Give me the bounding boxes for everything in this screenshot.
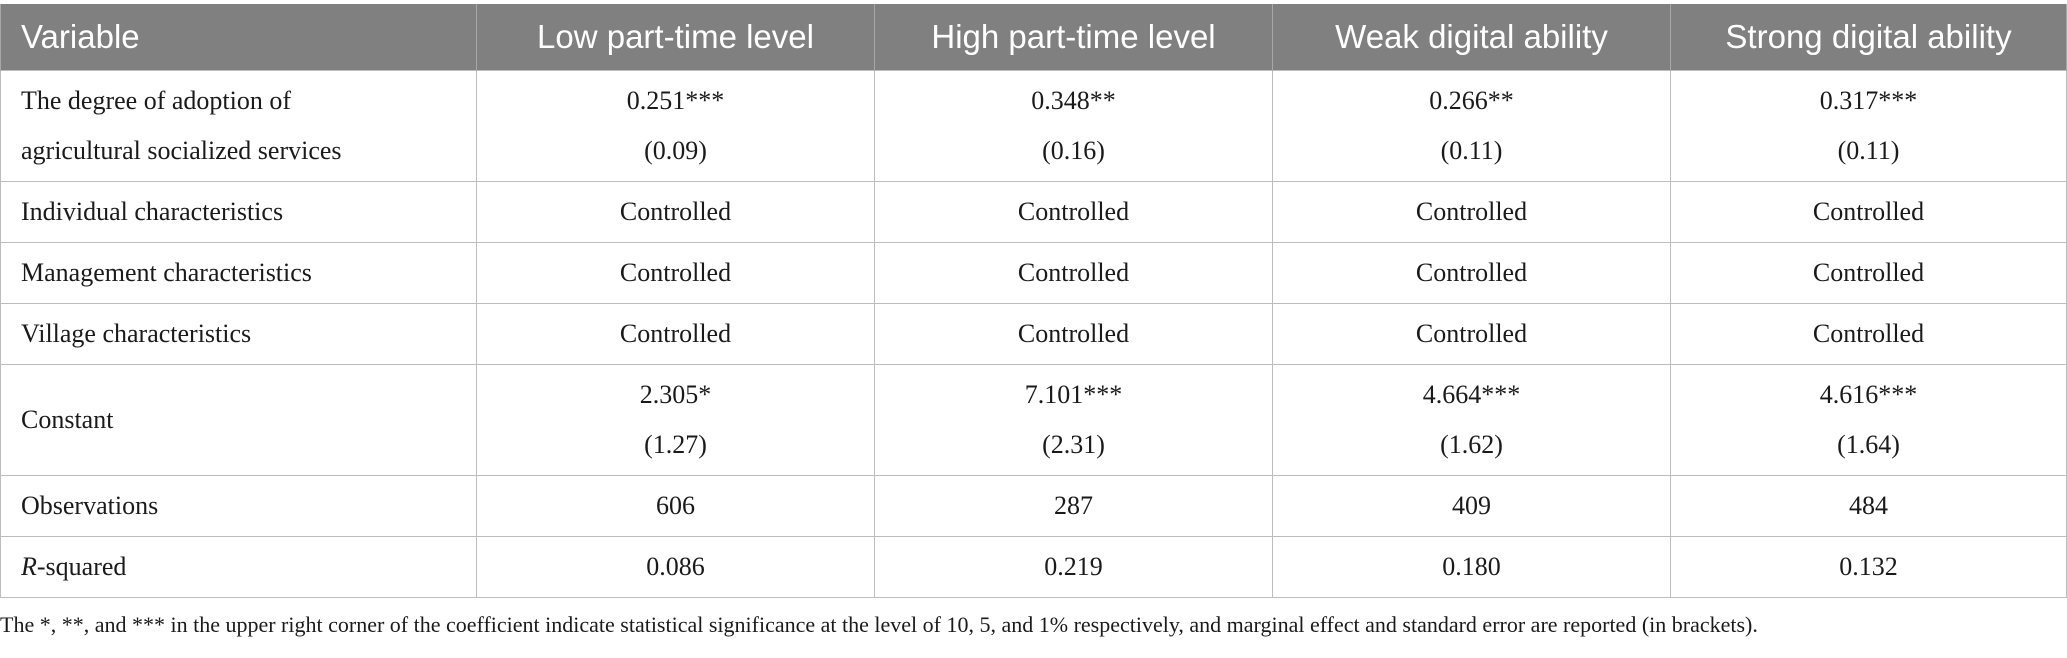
standard-error: (0.11) (1837, 136, 1900, 165)
table-cell: Controlled (1670, 303, 2067, 365)
coefficient: 4.616*** (1819, 380, 1918, 409)
row-label: R-squared (0, 536, 477, 598)
coefficient: 7.101*** (1024, 380, 1123, 409)
standard-error: (1.64) (1837, 430, 1900, 459)
table-cell: 7.101*** (2.31) (874, 364, 1273, 476)
table-cell: 409 (1272, 475, 1671, 537)
table-cell: Controlled (1272, 181, 1671, 243)
table-cell: 606 (476, 475, 875, 537)
row-label: The degree of adoption of agricultural s… (0, 70, 477, 182)
table-cell: Controlled (1272, 242, 1671, 304)
row-label-line: The degree of adoption of (21, 86, 292, 115)
table-cell: Controlled (1670, 242, 2067, 304)
row-label-italic: R (21, 552, 37, 581)
table-cell: 4.664*** (1.62) (1272, 364, 1671, 476)
coefficient: 0.251*** (626, 86, 725, 115)
row-label: Village characteristics (0, 303, 477, 365)
row-label: Management characteristics (0, 242, 477, 304)
table-row: Management characteristics Controlled Co… (0, 242, 2067, 304)
table-row: Individual characteristics Controlled Co… (0, 181, 2067, 243)
standard-error: (0.16) (1042, 136, 1105, 165)
header-row: Variable Low part-time level High part-t… (0, 4, 2067, 71)
table-row: R-squared 0.086 0.219 0.180 0.132 (0, 536, 2067, 598)
table-cell: 484 (1670, 475, 2067, 537)
table-row: Observations 606 287 409 484 (0, 475, 2067, 537)
standard-error: (1.62) (1440, 430, 1503, 459)
header-strong-digital: Strong digital ability (1670, 4, 2067, 71)
table-cell: Controlled (1670, 181, 2067, 243)
header-low-part-time: Low part-time level (476, 4, 875, 71)
coefficient: 0.266** (1429, 86, 1514, 115)
coefficient: 2.305* (639, 380, 712, 409)
coefficient: 4.664*** (1422, 380, 1521, 409)
table-cell: 0.348** (0.16) (874, 70, 1273, 182)
results-table: Variable Low part-time level High part-t… (0, 4, 2067, 598)
table-cell: Controlled (476, 181, 875, 243)
header-high-part-time: High part-time level (874, 4, 1273, 71)
table-cell: 0.132 (1670, 536, 2067, 598)
coefficient: 0.317*** (1819, 86, 1918, 115)
coefficient: 0.348** (1031, 86, 1116, 115)
table-cell: 0.251*** (0.09) (476, 70, 875, 182)
table-cell: Controlled (1272, 303, 1671, 365)
row-label-line: agricultural socialized services (21, 136, 342, 165)
table-cell: 0.266** (0.11) (1272, 70, 1671, 182)
table-cell: 4.616*** (1.64) (1670, 364, 2067, 476)
standard-error: (0.11) (1440, 136, 1503, 165)
table-cell: 0.219 (874, 536, 1273, 598)
table-cell: Controlled (874, 181, 1273, 243)
standard-error: (2.31) (1042, 430, 1105, 459)
table-cell: Controlled (874, 242, 1273, 304)
standard-error: (0.09) (644, 136, 707, 165)
standard-error: (1.27) (644, 430, 707, 459)
table-row: Village characteristics Controlled Contr… (0, 303, 2067, 365)
table-cell: Controlled (476, 303, 875, 365)
header-variable: Variable (0, 4, 477, 71)
table-footnote: The *, **, and *** in the upper right co… (0, 612, 1758, 637)
row-label: Constant (0, 364, 477, 476)
table-cell: 2.305* (1.27) (476, 364, 875, 476)
row-label: Observations (0, 475, 477, 537)
table-cell: 0.317*** (0.11) (1670, 70, 2067, 182)
table-row: Constant 2.305* (1.27) 7.101*** (2.31) 4… (0, 364, 2067, 476)
row-label-rest: -squared (36, 552, 127, 581)
table-cell: 0.180 (1272, 536, 1671, 598)
header-weak-digital: Weak digital ability (1272, 4, 1671, 71)
results-table-container: Variable Low part-time level High part-t… (0, 4, 2067, 598)
table-cell: Controlled (874, 303, 1273, 365)
table-cell: 287 (874, 475, 1273, 537)
table-row: The degree of adoption of agricultural s… (0, 70, 2067, 182)
table-cell: 0.086 (476, 536, 875, 598)
table-cell: Controlled (476, 242, 875, 304)
row-label: Individual characteristics (0, 181, 477, 243)
